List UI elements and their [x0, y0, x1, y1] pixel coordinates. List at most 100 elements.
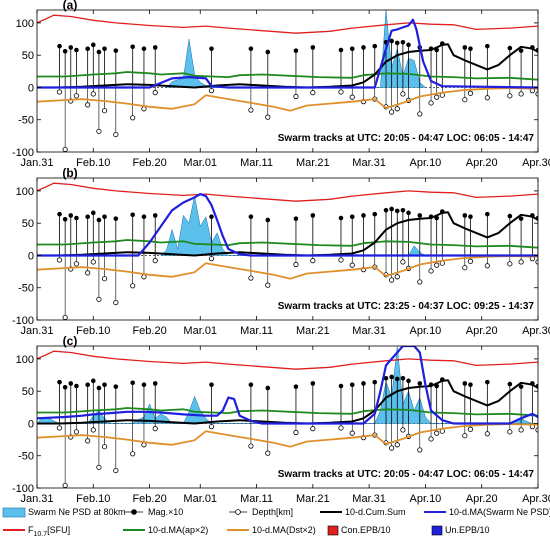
depth-marker — [462, 265, 468, 271]
legend-symbol — [327, 525, 339, 536]
x-tick-label: Jan.31 — [20, 325, 53, 337]
depth-marker — [248, 443, 254, 449]
panel-annotation: Swarm tracks at UTC: 20:05 - 04:47 LOC: … — [278, 133, 535, 144]
mag-marker — [293, 216, 299, 221]
cum-sum-line — [37, 379, 538, 425]
mag-marker — [400, 39, 406, 45]
depth-marker — [462, 433, 468, 439]
depth-marker — [141, 106, 147, 112]
depth-marker — [394, 442, 400, 448]
mag-marker — [248, 46, 254, 52]
x-tick-label: Mar.11 — [240, 157, 273, 169]
x-tick-label: Feb.10 — [76, 157, 110, 169]
panel-annotation: Swarm tracks at UTC: 20:05 - 04:47 LOC: … — [278, 469, 535, 480]
mag-marker — [74, 47, 79, 53]
y-tick-label: 50 — [22, 50, 34, 62]
mag-marker — [90, 210, 96, 216]
mag-marker — [209, 214, 214, 220]
mag-marker — [507, 381, 513, 387]
depth-marker — [73, 93, 80, 99]
depth-marker — [293, 93, 299, 100]
mag-marker — [372, 379, 378, 385]
depth-marker — [73, 429, 80, 435]
depth-marker — [338, 89, 344, 95]
ap-ma-line — [37, 71, 538, 81]
psd-area — [160, 196, 427, 256]
depth-marker — [484, 263, 490, 269]
depth-marker — [507, 93, 513, 99]
legend-label: 10-d.MA(Dst×2) — [252, 525, 316, 535]
x-tick-label: Apr.10 — [410, 325, 442, 337]
depth-marker — [518, 91, 524, 97]
dst-ma-line — [37, 255, 538, 280]
mag-marker — [90, 378, 96, 384]
mag-marker — [468, 214, 473, 220]
depth-marker — [338, 425, 344, 431]
y-tick-label: 100 — [16, 186, 34, 198]
depth-marker — [101, 276, 108, 282]
plot-frame — [36, 177, 539, 321]
depth-marker — [85, 270, 91, 276]
mag-marker — [57, 379, 62, 385]
depth-marker — [394, 274, 400, 280]
x-tick-label: Mar.11 — [240, 325, 273, 337]
depth-marker — [400, 427, 406, 433]
mag-marker — [57, 43, 62, 49]
mag-marker — [406, 378, 411, 384]
mag-marker — [62, 385, 68, 390]
y-tick-label: 0 — [28, 250, 34, 262]
y-tick-label: 100 — [16, 354, 34, 366]
x-tick-label: Apr.20 — [466, 493, 498, 505]
depth-marker — [349, 430, 355, 436]
depth-marker — [484, 431, 490, 437]
x-tick-label: Mar.11 — [240, 493, 273, 505]
legend-label: 10-d.Cum.Sum — [345, 507, 406, 517]
mag-marker — [383, 207, 389, 213]
mag-marker — [130, 44, 135, 50]
depth-marker — [518, 427, 524, 433]
ap-ma-line — [37, 407, 538, 417]
legend-symbol — [125, 509, 143, 515]
x-tick-label: Apr.20 — [466, 157, 498, 169]
y-tick-label: 100 — [16, 18, 34, 30]
depth-marker — [293, 429, 299, 436]
y-tick-label: -100 — [12, 147, 34, 159]
mag-marker — [400, 375, 406, 381]
panel-annotation: Swarm tracks at UTC: 23:25 - 04:37 LOC: … — [278, 301, 535, 312]
mag-marker — [68, 45, 74, 50]
depth-marker — [90, 259, 96, 265]
mag-marker — [349, 214, 355, 220]
plot-frame — [36, 345, 539, 489]
depth-marker — [467, 90, 474, 96]
depth-marker — [310, 258, 316, 264]
depth-marker — [90, 91, 96, 97]
x-tick-label: Mar.21 — [296, 157, 330, 169]
mag-marker — [383, 375, 389, 381]
depth-marker — [248, 107, 254, 113]
depth-marker — [56, 89, 63, 95]
depth-marker — [484, 95, 490, 101]
x-tick-label: Mar.01 — [183, 157, 217, 169]
mag-marker — [389, 206, 394, 212]
depth-marker — [62, 482, 68, 488]
y-tick-label: -100 — [12, 315, 34, 327]
depth-marker — [349, 94, 355, 100]
legend: Swarm Ne PSD at 80km Mag.×10 Depth[km] 10-d… — [2, 507, 550, 538]
legend-area-swatch — [2, 507, 26, 518]
mag-marker — [462, 381, 468, 386]
x-tick-label: Mar.31 — [352, 325, 386, 337]
f107-line — [37, 14, 538, 34]
x-tick-label: Apr.30 — [522, 325, 550, 337]
mag-marker — [102, 214, 107, 220]
depth-marker — [152, 258, 158, 264]
mag-marker — [462, 45, 468, 50]
mag-marker — [462, 213, 468, 218]
mag-marker — [338, 215, 344, 221]
mag-marker — [485, 379, 490, 385]
depth-marker — [90, 427, 96, 433]
legend-label: Mag.×10 — [148, 507, 183, 517]
x-tick-label: Jan.31 — [20, 493, 53, 505]
y-tick-label: 50 — [22, 218, 34, 230]
